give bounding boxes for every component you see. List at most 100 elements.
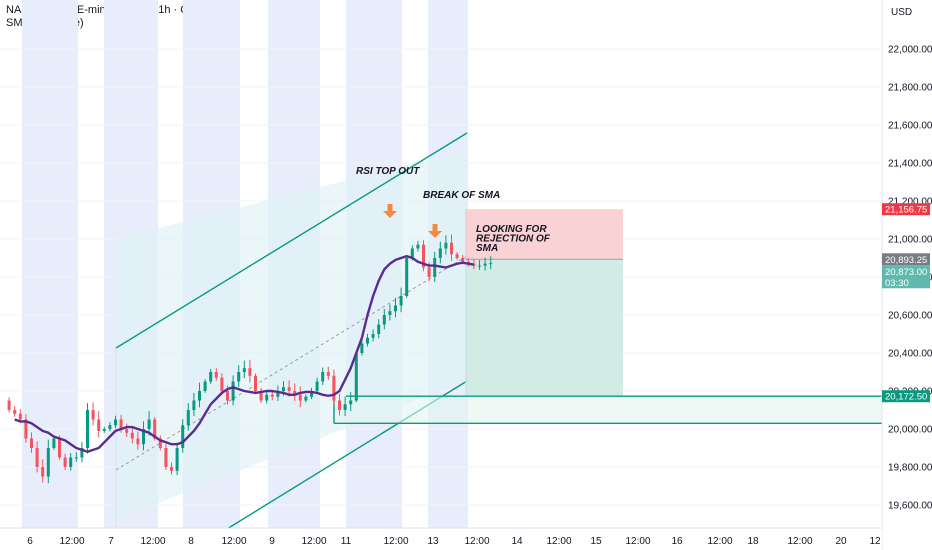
time-tick: 20 bbox=[835, 536, 847, 547]
candle bbox=[220, 377, 224, 391]
candle bbox=[438, 248, 442, 258]
time-tick: 18 bbox=[747, 536, 759, 547]
sma-line bbox=[14, 254, 475, 453]
candle bbox=[158, 438, 162, 448]
down-arrow-icon bbox=[383, 211, 397, 218]
candle bbox=[254, 375, 257, 391]
candle bbox=[360, 343, 364, 353]
price-tick: 22,000.00 bbox=[888, 45, 932, 56]
candle bbox=[332, 375, 336, 401]
candle bbox=[265, 394, 269, 401]
candle bbox=[405, 258, 409, 296]
candle bbox=[399, 296, 403, 306]
price-tag-label: 03:30 bbox=[885, 278, 909, 289]
candle bbox=[304, 396, 308, 401]
time-tick: 12:00 bbox=[383, 536, 408, 547]
target-zone bbox=[465, 259, 623, 397]
down-arrow-icon bbox=[432, 224, 438, 231]
price-tag-label: 21,156.75 bbox=[885, 205, 927, 216]
stop-zone bbox=[465, 209, 623, 260]
candle bbox=[394, 305, 397, 312]
candle bbox=[41, 467, 45, 477]
candle bbox=[338, 400, 341, 410]
candle bbox=[91, 410, 95, 420]
candle bbox=[192, 400, 196, 410]
time-tick: 16 bbox=[671, 536, 683, 547]
candle bbox=[298, 394, 302, 401]
candle bbox=[108, 425, 112, 429]
annotation-sma-break: BREAK OF SMA bbox=[423, 190, 500, 201]
candle bbox=[52, 438, 56, 448]
time-tick: 12:00 bbox=[59, 536, 84, 547]
candle bbox=[18, 413, 22, 420]
candle bbox=[315, 381, 319, 391]
price-tag bbox=[882, 390, 930, 403]
price-tick: 20,400.00 bbox=[888, 349, 932, 360]
candle bbox=[366, 337, 369, 344]
candle bbox=[181, 425, 185, 448]
annotation-rejection: REJECTION OF bbox=[476, 234, 551, 245]
channel-fill bbox=[116, 149, 467, 521]
price-tag bbox=[882, 276, 930, 289]
candle bbox=[142, 429, 145, 445]
candle bbox=[293, 391, 297, 395]
candle bbox=[427, 267, 431, 277]
candle bbox=[343, 404, 347, 410]
candle bbox=[30, 438, 33, 448]
price-tag bbox=[882, 265, 930, 278]
time-tick: 12:00 bbox=[140, 536, 165, 547]
candle bbox=[231, 381, 235, 401]
candle bbox=[203, 381, 207, 391]
currency-label: USD bbox=[891, 7, 912, 18]
candle bbox=[24, 419, 28, 439]
candle bbox=[455, 254, 459, 258]
time-tick: 12:00 bbox=[787, 536, 812, 547]
candle bbox=[259, 391, 263, 401]
candle bbox=[63, 457, 67, 467]
time-tick: 12:00 bbox=[625, 536, 650, 547]
candle bbox=[13, 410, 17, 414]
price-tick: 21,800.00 bbox=[888, 83, 932, 94]
time-tick: 7 bbox=[108, 536, 114, 547]
time-tick: 6 bbox=[27, 536, 33, 547]
candle bbox=[354, 353, 358, 401]
candle bbox=[276, 391, 280, 397]
candle bbox=[410, 248, 414, 258]
candle bbox=[444, 242, 448, 249]
candle bbox=[125, 429, 129, 433]
price-tick: 21,000.00 bbox=[888, 235, 932, 246]
candle bbox=[198, 391, 201, 401]
time-tick: 15 bbox=[590, 536, 602, 547]
candle bbox=[164, 448, 168, 467]
candle bbox=[58, 438, 61, 458]
time-tick: 12:00 bbox=[464, 536, 489, 547]
candle bbox=[422, 244, 425, 268]
time-tick: 14 bbox=[511, 536, 523, 547]
candle bbox=[74, 457, 78, 459]
candle bbox=[461, 258, 465, 262]
annotation-rejection: SMA bbox=[476, 243, 498, 254]
time-axis-bg bbox=[0, 528, 882, 550]
candle bbox=[7, 400, 11, 410]
candle bbox=[147, 419, 151, 429]
time-tick: 11 bbox=[341, 536, 352, 547]
support-zone-fill bbox=[334, 396, 882, 424]
candle bbox=[237, 372, 241, 382]
candle bbox=[321, 372, 325, 382]
candle bbox=[130, 432, 134, 439]
session-shade bbox=[22, 0, 78, 528]
candle bbox=[175, 448, 179, 471]
price-tick: 19,600.00 bbox=[888, 501, 932, 512]
time-tick: 12:00 bbox=[546, 536, 571, 547]
price-tag bbox=[882, 203, 930, 216]
candle bbox=[248, 368, 252, 376]
candle bbox=[86, 410, 89, 448]
candle bbox=[388, 311, 392, 315]
candle bbox=[349, 400, 353, 405]
down-arrow-icon bbox=[428, 231, 442, 238]
time-tick: 13 bbox=[427, 536, 439, 547]
annotation-rejection: LOOKING FOR bbox=[476, 224, 547, 235]
price-tick: 19,800.00 bbox=[888, 463, 932, 474]
candle bbox=[483, 263, 487, 266]
